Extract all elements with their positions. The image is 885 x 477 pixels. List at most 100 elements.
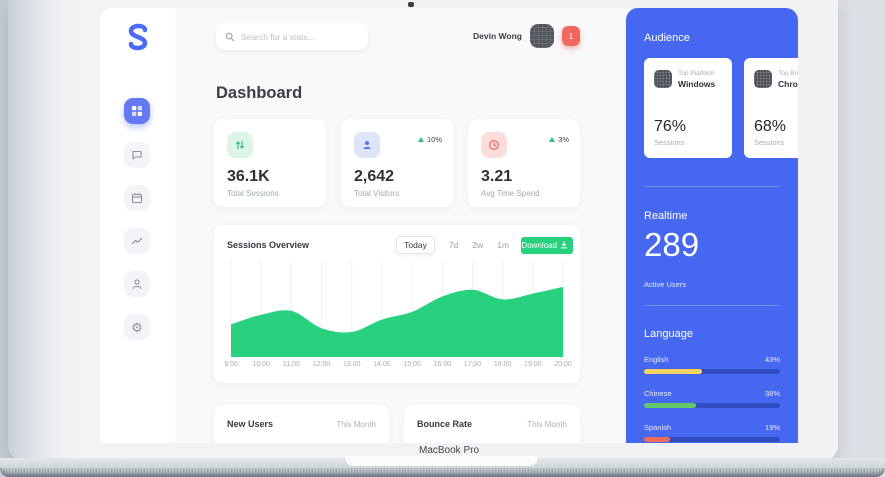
chat-bubble-icon [132, 150, 142, 160]
search-icon [225, 32, 235, 41]
progress-track [644, 437, 780, 442]
x-tick-label: 9:00 [224, 361, 238, 368]
language-row: Chinese 38% [644, 389, 780, 408]
sidebar-item-messages[interactable] [124, 142, 150, 168]
download-button[interactable]: Download [521, 236, 573, 254]
download-icon [560, 241, 568, 249]
user-icon [132, 279, 142, 290]
card-title: New Users [227, 419, 274, 429]
stat-value: 36.1K [227, 168, 270, 185]
laptop-notch [345, 456, 538, 466]
x-tick-label: 11:00 [282, 361, 300, 368]
up-triangle-icon [549, 137, 556, 142]
x-tick-label: 20:00 [554, 361, 572, 368]
range-selector: Today 7d 2w 1m [396, 236, 509, 254]
section-title-realtime: Realtime [644, 210, 688, 222]
progress-fill [644, 369, 703, 374]
language-pct: 43% [764, 355, 780, 364]
device-label: MacBook Pro [418, 445, 480, 456]
sessions-area-series [231, 286, 563, 357]
browser-name: Chrome [778, 79, 798, 89]
period-label: This Month [336, 419, 376, 429]
range-1m[interactable]: 1m [497, 240, 509, 250]
progress-track [644, 403, 780, 408]
audience-panel: Audience Top Platform Windows 76% Sessio… [626, 8, 798, 443]
clock-icon [481, 132, 507, 158]
notification-badge[interactable]: 1 [562, 26, 580, 46]
stat-card-visitors: 10% 2,642 Total Visitors [341, 119, 453, 207]
language-name: Spanish [644, 423, 672, 432]
audience-card-browser: Top Browser Chrome 68% Sessions [744, 58, 798, 158]
up-triangle-icon [417, 137, 424, 142]
stat-delta: 10% [417, 135, 442, 144]
x-tick-label: 14:00 [373, 361, 391, 368]
search-bar [216, 23, 368, 50]
card-title: Bounce Rate [417, 419, 473, 429]
divider [644, 186, 780, 187]
realtime-value: 289 [644, 226, 700, 263]
divider [644, 305, 780, 306]
laptop-lid: ⚙ Devin Wong 1 Dashboard [8, 0, 838, 461]
sessions-chart [226, 261, 568, 357]
x-tick-label: 18:00 [493, 361, 512, 368]
realtime-label: Active Users [644, 280, 687, 289]
sidebar-item-analytics[interactable] [124, 228, 150, 254]
browser-thumbnail-icon [754, 70, 772, 88]
stat-value: 3.21 [481, 168, 513, 185]
sidebar-item-settings[interactable]: ⚙ [124, 314, 150, 340]
range-today[interactable]: Today [396, 236, 435, 254]
platform-name: Windows [678, 79, 716, 89]
x-tick-label: 13:00 [342, 361, 361, 368]
section-title-audience: Audience [644, 32, 690, 44]
progress-track [644, 369, 780, 374]
stat-label: Avg Time Spend [481, 189, 540, 198]
x-tick-label: 19:00 [524, 361, 542, 368]
sidebar-item-profile[interactable] [124, 271, 150, 297]
calendar-icon [131, 193, 143, 204]
x-tick-label: 17:00 [463, 361, 482, 368]
metric-label: Sessions [654, 138, 685, 147]
language-name: English [644, 355, 669, 364]
language-name: Chinese [644, 389, 672, 398]
search-input[interactable] [241, 31, 359, 42]
user-cluster: Devin Wong 1 [460, 20, 580, 52]
language-row: Spanish 19% [644, 423, 780, 442]
language-row: English 43% [644, 355, 780, 374]
stat-label: Total Sessions [227, 189, 279, 198]
metric-value: 76% [654, 118, 687, 135]
language-pct: 19% [764, 423, 780, 432]
stat-delta: 3% [549, 135, 569, 144]
swap-arrows-icon [227, 132, 253, 158]
progress-fill [644, 403, 696, 408]
sidebar: ⚙ [100, 8, 175, 443]
page-title: Dashboard [216, 84, 303, 102]
trend-line-icon [131, 237, 143, 245]
kicker: Top Platform [678, 70, 715, 77]
stat-label: Total Visitors [354, 189, 400, 198]
language-pct: 38% [764, 389, 780, 398]
platform-thumbnail-icon [654, 70, 672, 88]
stat-card-sessions: 36.1K Total Sessions [214, 119, 326, 207]
card-title: Sessions Overview [227, 240, 310, 250]
x-tick-label: 10:00 [252, 361, 270, 368]
period-label: This Month [527, 419, 567, 429]
bounce-rate-card: Bounce Rate This Month [404, 405, 580, 443]
x-tick-label: 16:00 [433, 361, 452, 368]
camera-icon [408, 2, 414, 7]
s-logo-icon [128, 23, 148, 51]
laptop-hinge-ridge [0, 468, 885, 477]
stat-value: 2,642 [354, 168, 395, 185]
user-icon [354, 132, 380, 158]
new-users-card: New Users This Month [214, 405, 389, 443]
avatar[interactable] [530, 24, 554, 48]
range-7d[interactable]: 7d [448, 240, 459, 250]
logo[interactable] [123, 22, 153, 54]
range-2w[interactable]: 2w [472, 240, 484, 250]
sidebar-item-dashboard[interactable] [124, 98, 150, 124]
stat-card-time: 3% 3.21 Avg Time Spend [468, 119, 580, 207]
dashboard-screen: ⚙ Devin Wong 1 Dashboard [100, 8, 798, 443]
user-name: Devin Wong [473, 31, 522, 41]
sidebar-item-calendar[interactable] [124, 185, 150, 211]
kicker: Top Browser [778, 70, 798, 77]
